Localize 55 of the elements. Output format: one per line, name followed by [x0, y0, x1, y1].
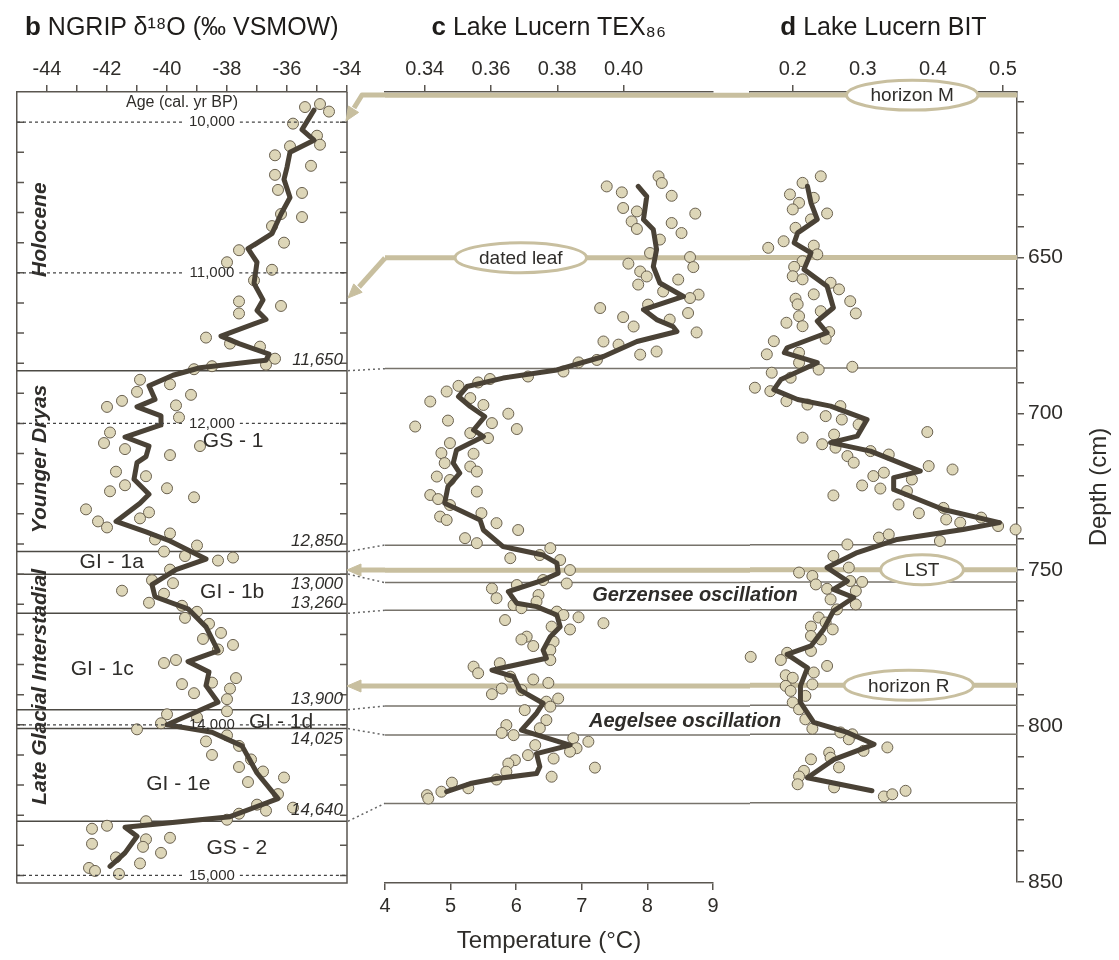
y-tick-label: 800 [1028, 712, 1064, 736]
y-tick-label: 12,000 [188, 413, 235, 431]
x-tick-label: 4 [379, 893, 391, 916]
annotation: GI - 1a [79, 548, 145, 572]
x-tick-label: -40 [152, 56, 182, 79]
ref-line-label: 11,650 [292, 349, 344, 369]
ref-line-label: horizon M [870, 84, 954, 106]
y-tick-label: 700 [1028, 400, 1064, 424]
x-tick-label: 5 [445, 893, 457, 916]
annotation: GI - 1c [70, 656, 134, 680]
y-tick-label: 10,000 [188, 112, 235, 130]
ref-line-label: LST [904, 558, 940, 580]
x-tick-label: 0.3 [848, 56, 877, 79]
x-tick-label: 8 [641, 893, 653, 916]
chart-title: d Lake Lucern BIT [780, 11, 987, 42]
annotation: Gerzensee oscillation [592, 582, 798, 605]
ref-line-label: horizon R [868, 674, 950, 696]
x-tick-label: 0.5 [989, 56, 1017, 79]
y-tick-label: 850 [1028, 868, 1064, 892]
annotation: Younger Dryas [26, 384, 50, 534]
annotation: Holocene [26, 182, 50, 277]
ref-line-label: 13,260 [291, 592, 344, 612]
ref-line-label: 14,640 [291, 800, 344, 820]
y-axis-title: Age (cal. yr BP) [125, 93, 239, 111]
x-tick-label: -34 [332, 56, 362, 79]
x-axis-title: Temperature (°C) [456, 926, 642, 954]
x2-tick-label: 0.36 [471, 56, 511, 79]
x2-tick-label: 0.38 [537, 56, 577, 79]
x-tick-label: -36 [272, 56, 302, 79]
x2-tick-label: 0.34 [405, 56, 445, 79]
ref-line-label: 13,900 [291, 688, 344, 708]
y-tick-label: 11,000 [189, 262, 235, 280]
chart-title: c Lake Lucern TEX₈₆ [431, 11, 667, 42]
ref-line-label: dated leaf [479, 246, 564, 268]
y-tick-label: 650 [1028, 244, 1064, 268]
annotation: GI - 1e [146, 770, 211, 794]
ref-line-label: 13,000 [291, 574, 344, 594]
x-tick-label: 9 [707, 893, 719, 916]
x-tick-label: 0.4 [919, 56, 947, 79]
annotation: GS - 2 [206, 834, 268, 858]
x-tick-label: 6 [510, 893, 522, 916]
y-axis-title: Depth (cm) [1083, 427, 1111, 547]
y-tick-label: 750 [1028, 556, 1064, 580]
annotation: GI - 1b [200, 579, 265, 603]
chart-title: b NGRIP δ¹⁸O (‰ VSMOW) [25, 11, 339, 42]
ref-line-label: 12,850 [291, 530, 344, 550]
x-tick-label: 7 [576, 893, 588, 916]
x-tick-label: -44 [32, 56, 62, 79]
x-tick-label: -42 [92, 56, 122, 79]
annotation: Late Glacial Interstadial [26, 567, 50, 805]
y-tick-label: 15,000 [188, 865, 235, 883]
x-tick-label: 0.2 [778, 56, 807, 79]
annotation: Aegelsee oscillation [587, 709, 782, 732]
x-tick-label: -38 [212, 56, 242, 79]
x2-tick-label: 0.40 [604, 56, 644, 79]
